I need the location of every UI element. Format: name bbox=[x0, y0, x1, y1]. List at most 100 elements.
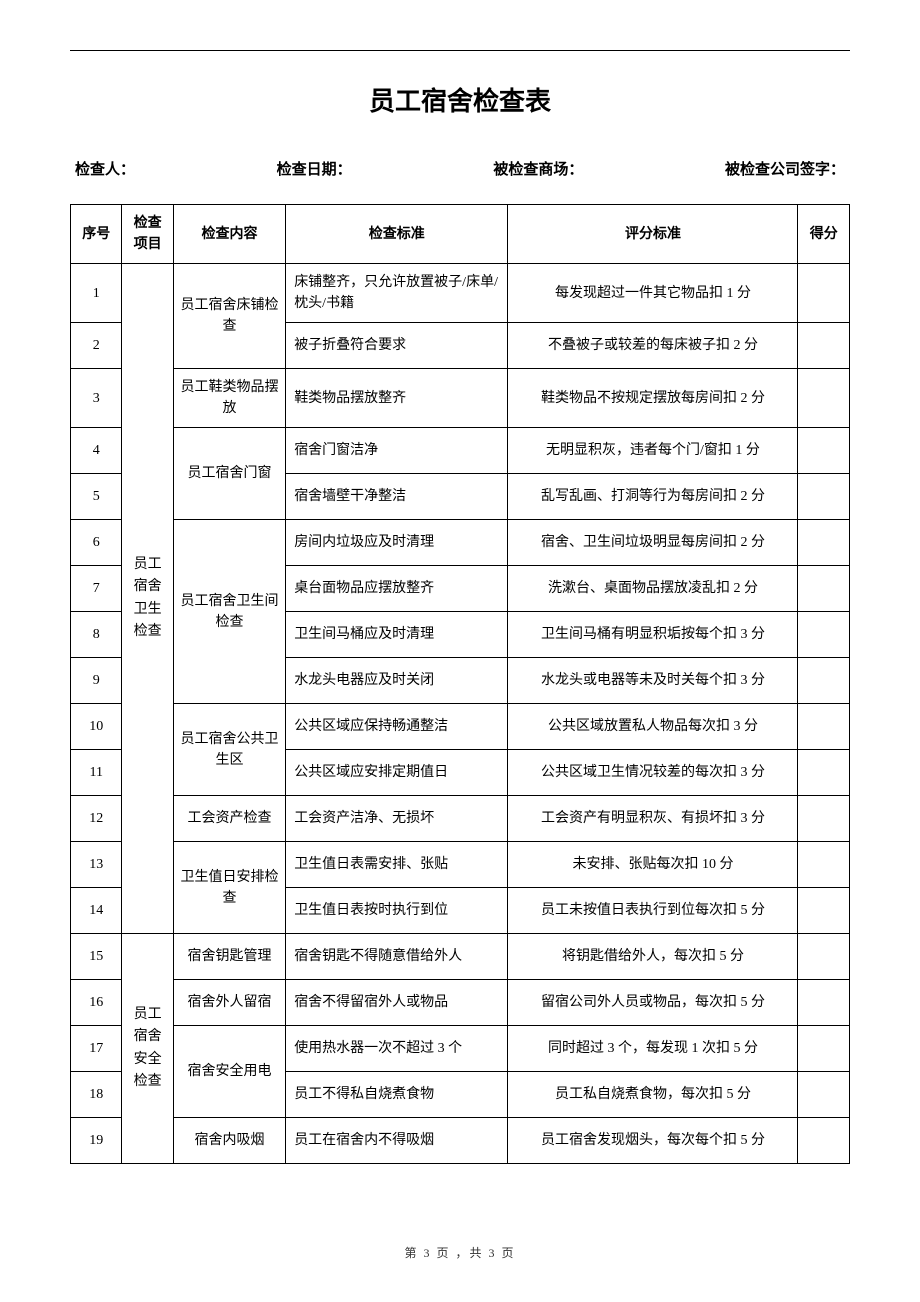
standard-cell: 员工在宿舍内不得吸烟 bbox=[286, 1118, 508, 1164]
standard-cell: 工会资产洁净、无损坏 bbox=[286, 796, 508, 842]
col-criteria-header: 评分标准 bbox=[508, 205, 798, 264]
table-row: 4 员工宿舍门窗 宿舍门窗洁净 无明显积灰，违者每个门/窗扣 1 分 bbox=[71, 428, 850, 474]
seq-cell: 6 bbox=[71, 520, 122, 566]
col-standard-header: 检查标准 bbox=[286, 205, 508, 264]
table-row: 12 工会资产检查 工会资产洁净、无损坏 工会资产有明显积灰、有损坏扣 3 分 bbox=[71, 796, 850, 842]
criteria-cell: 无明显积灰，违者每个门/窗扣 1 分 bbox=[508, 428, 798, 474]
standard-cell: 卫生值日表需安排、张贴 bbox=[286, 842, 508, 888]
score-cell[interactable] bbox=[798, 520, 850, 566]
criteria-cell: 宿舍、卫生间垃圾明显每房间扣 2 分 bbox=[508, 520, 798, 566]
seq-cell: 15 bbox=[71, 934, 122, 980]
standard-cell: 卫生值日表按时执行到位 bbox=[286, 888, 508, 934]
score-cell[interactable] bbox=[798, 658, 850, 704]
seq-cell: 3 bbox=[71, 369, 122, 428]
table-row: 15 员工宿舍安全检查 宿舍钥匙管理 宿舍钥匙不得随意借给外人 将钥匙借给外人，… bbox=[71, 934, 850, 980]
criteria-cell: 未安排、张贴每次扣 10 分 bbox=[508, 842, 798, 888]
seq-cell: 17 bbox=[71, 1026, 122, 1072]
table-row: 10 员工宿舍公共卫生区 公共区域应保持畅通整洁 公共区域放置私人物品每次扣 3… bbox=[71, 704, 850, 750]
score-cell[interactable] bbox=[798, 934, 850, 980]
score-cell[interactable] bbox=[798, 323, 850, 369]
page-footer: 第 3 页 ，共 3 页 bbox=[70, 1244, 850, 1261]
score-cell[interactable] bbox=[798, 264, 850, 323]
criteria-cell: 鞋类物品不按规定摆放每房间扣 2 分 bbox=[508, 369, 798, 428]
top-horizontal-rule bbox=[70, 50, 850, 51]
score-cell[interactable] bbox=[798, 612, 850, 658]
standard-cell: 床铺整齐，只允许放置被子/床单/枕头/书籍 bbox=[286, 264, 508, 323]
seq-cell: 10 bbox=[71, 704, 122, 750]
score-cell[interactable] bbox=[798, 369, 850, 428]
standard-cell: 宿舍钥匙不得随意借给外人 bbox=[286, 934, 508, 980]
criteria-cell: 员工未按值日表执行到位每次扣 5 分 bbox=[508, 888, 798, 934]
score-cell[interactable] bbox=[798, 1026, 850, 1072]
standard-cell: 宿舍不得留宿外人或物品 bbox=[286, 980, 508, 1026]
inspection-table: 序号 检查项目 检查内容 检查标准 评分标准 得分 1 员工宿舍卫生检查 员工宿… bbox=[70, 204, 850, 1164]
criteria-cell: 公共区域卫生情况较差的每次扣 3 分 bbox=[508, 750, 798, 796]
score-cell[interactable] bbox=[798, 566, 850, 612]
seq-cell: 9 bbox=[71, 658, 122, 704]
item-cell: 宿舍外人留宿 bbox=[173, 980, 285, 1026]
score-cell[interactable] bbox=[798, 704, 850, 750]
seq-cell: 12 bbox=[71, 796, 122, 842]
date-field: 检查日期： bbox=[277, 158, 352, 179]
inspector-field: 检查人： bbox=[75, 158, 135, 179]
seq-cell: 13 bbox=[71, 842, 122, 888]
signature-field: 被检查公司签字： bbox=[725, 158, 845, 179]
item-cell: 卫生值日安排检查 bbox=[173, 842, 285, 934]
criteria-cell: 洗漱台、桌面物品摆放凌乱扣 2 分 bbox=[508, 566, 798, 612]
criteria-cell: 不叠被子或较差的每床被子扣 2 分 bbox=[508, 323, 798, 369]
criteria-cell: 将钥匙借给外人，每次扣 5 分 bbox=[508, 934, 798, 980]
score-cell[interactable] bbox=[798, 1072, 850, 1118]
score-cell[interactable] bbox=[798, 1118, 850, 1164]
col-category-header: 检查项目 bbox=[122, 205, 173, 264]
item-cell: 员工鞋类物品摆放 bbox=[173, 369, 285, 428]
table-row: 17 宿舍安全用电 使用热水器一次不超过 3 个 同时超过 3 个，每发现 1 … bbox=[71, 1026, 850, 1072]
criteria-cell: 每发现超过一件其它物品扣 1 分 bbox=[508, 264, 798, 323]
table-row: 19 宿舍内吸烟 员工在宿舍内不得吸烟 员工宿舍发现烟头，每次每个扣 5 分 bbox=[71, 1118, 850, 1164]
standard-cell: 宿舍门窗洁净 bbox=[286, 428, 508, 474]
category-cell-hygiene: 员工宿舍卫生检查 bbox=[122, 264, 173, 934]
criteria-cell: 工会资产有明显积灰、有损坏扣 3 分 bbox=[508, 796, 798, 842]
score-cell[interactable] bbox=[798, 474, 850, 520]
table-row: 16 宿舍外人留宿 宿舍不得留宿外人或物品 留宿公司外人员或物品，每次扣 5 分 bbox=[71, 980, 850, 1026]
item-cell: 宿舍安全用电 bbox=[173, 1026, 285, 1118]
item-cell: 宿舍钥匙管理 bbox=[173, 934, 285, 980]
score-cell[interactable] bbox=[798, 796, 850, 842]
standard-cell: 鞋类物品摆放整齐 bbox=[286, 369, 508, 428]
score-cell[interactable] bbox=[798, 842, 850, 888]
standard-cell: 水龙头电器应及时关闭 bbox=[286, 658, 508, 704]
standard-cell: 卫生间马桶应及时清理 bbox=[286, 612, 508, 658]
item-cell: 宿舍内吸烟 bbox=[173, 1118, 285, 1164]
item-cell: 员工宿舍门窗 bbox=[173, 428, 285, 520]
table-header-row: 序号 检查项目 检查内容 检查标准 评分标准 得分 bbox=[71, 205, 850, 264]
seq-cell: 8 bbox=[71, 612, 122, 658]
item-cell: 员工宿舍公共卫生区 bbox=[173, 704, 285, 796]
score-cell[interactable] bbox=[798, 980, 850, 1026]
score-cell[interactable] bbox=[798, 750, 850, 796]
seq-cell: 2 bbox=[71, 323, 122, 369]
col-item-header: 检查内容 bbox=[173, 205, 285, 264]
col-seq-header: 序号 bbox=[71, 205, 122, 264]
seq-cell: 11 bbox=[71, 750, 122, 796]
criteria-cell: 水龙头或电器等未及时关每个扣 3 分 bbox=[508, 658, 798, 704]
col-score-header: 得分 bbox=[798, 205, 850, 264]
seq-cell: 7 bbox=[71, 566, 122, 612]
standard-cell: 使用热水器一次不超过 3 个 bbox=[286, 1026, 508, 1072]
criteria-cell: 卫生间马桶有明显积垢按每个扣 3 分 bbox=[508, 612, 798, 658]
criteria-cell: 同时超过 3 个，每发现 1 次扣 5 分 bbox=[508, 1026, 798, 1072]
score-cell[interactable] bbox=[798, 428, 850, 474]
standard-cell: 房间内垃圾应及时清理 bbox=[286, 520, 508, 566]
criteria-cell: 员工宿舍发现烟头，每次每个扣 5 分 bbox=[508, 1118, 798, 1164]
item-cell: 工会资产检查 bbox=[173, 796, 285, 842]
standard-cell: 桌台面物品应摆放整齐 bbox=[286, 566, 508, 612]
score-cell[interactable] bbox=[798, 888, 850, 934]
standard-cell: 公共区域应安排定期值日 bbox=[286, 750, 508, 796]
standard-cell: 员工不得私自烧煮食物 bbox=[286, 1072, 508, 1118]
store-field: 被检查商场： bbox=[493, 158, 583, 179]
seq-cell: 1 bbox=[71, 264, 122, 323]
seq-cell: 19 bbox=[71, 1118, 122, 1164]
table-row: 6 员工宿舍卫生间检查 房间内垃圾应及时清理 宿舍、卫生间垃圾明显每房间扣 2 … bbox=[71, 520, 850, 566]
seq-cell: 14 bbox=[71, 888, 122, 934]
standard-cell: 公共区域应保持畅通整洁 bbox=[286, 704, 508, 750]
category-cell-safety: 员工宿舍安全检查 bbox=[122, 934, 173, 1164]
header-fields-row: 检查人： 检查日期： 被检查商场： 被检查公司签字： bbox=[70, 158, 850, 179]
